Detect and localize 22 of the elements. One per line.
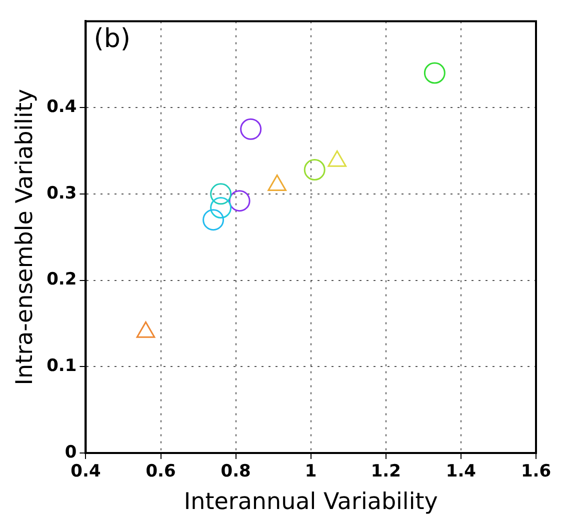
x-tick-label: 1.4 — [446, 462, 476, 482]
point — [228, 190, 250, 212]
x-tick-label: 1.2 — [370, 462, 401, 482]
y-tick-label: 0.2 — [46, 270, 77, 290]
y-tick-label: 0.1 — [46, 356, 77, 376]
point — [240, 118, 262, 140]
point — [210, 196, 232, 218]
point — [304, 158, 326, 180]
point — [424, 62, 446, 84]
x-tick-label: 0.4 — [70, 462, 101, 482]
point — [202, 209, 224, 231]
y-tick-label: 0.4 — [46, 96, 77, 117]
y-axis-title: Intra-ensemble Variability — [12, 88, 38, 386]
annotation: (b) — [94, 24, 131, 54]
y-tick-label: 0.3 — [46, 183, 77, 204]
point — [210, 183, 232, 205]
x-axis-title: Interannual Variability — [184, 489, 438, 516]
x-tick-label: 1.6 — [520, 462, 552, 482]
x-tick-label: 1 — [304, 462, 317, 482]
x-tick-label: 0.6 — [146, 462, 176, 482]
x-tick-label: 0.8 — [220, 462, 251, 482]
y-tick-label: 0 — [64, 442, 77, 462]
